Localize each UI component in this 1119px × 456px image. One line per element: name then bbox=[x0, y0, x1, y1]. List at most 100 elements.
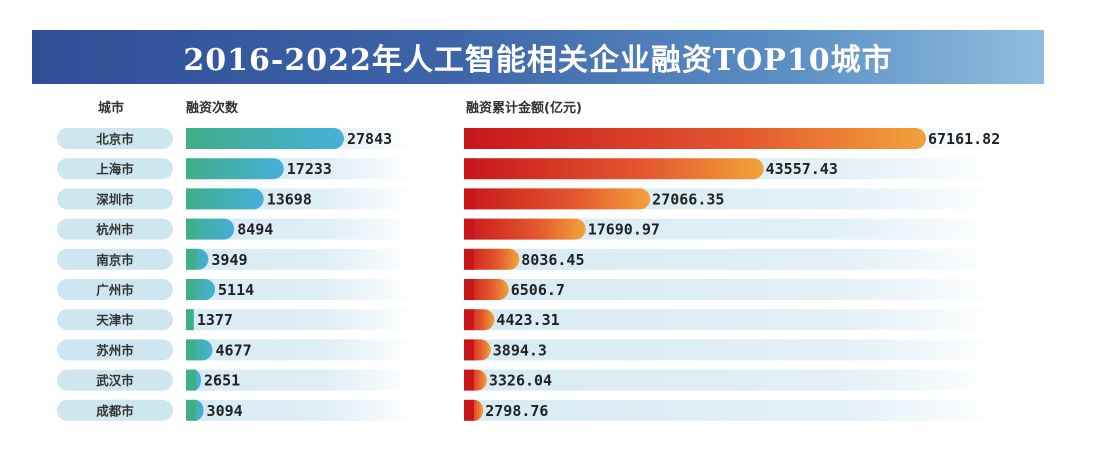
category-label: 北京市 bbox=[96, 132, 134, 147]
count-track bbox=[186, 399, 416, 421]
amount-bar-edge bbox=[464, 339, 474, 361]
amount-track bbox=[464, 369, 1004, 391]
amount-bar-edge bbox=[464, 369, 474, 391]
chart-row: 广州市 5114 6506.7 bbox=[57, 279, 1004, 300]
city-pill bbox=[57, 128, 173, 149]
chart-row: 深圳市 13698 27066.35 bbox=[57, 188, 1004, 210]
amount-bar bbox=[464, 279, 509, 300]
chart-row: 北京市 27843 67161.82 bbox=[57, 128, 1004, 149]
amount-value-label: 2798.76 bbox=[485, 402, 548, 420]
category-label: 天津市 bbox=[96, 313, 134, 328]
count-value-label: 4677 bbox=[216, 341, 252, 359]
count-bar bbox=[186, 218, 235, 240]
count-value-label: 5114 bbox=[218, 281, 254, 299]
count-track bbox=[186, 369, 416, 391]
city-pill bbox=[57, 188, 173, 210]
category-label: 广州市 bbox=[96, 283, 134, 298]
count-bar bbox=[186, 158, 284, 180]
chart-row: 南京市 3949 8036.45 bbox=[57, 248, 1004, 270]
header-amount: 融资累计金额(亿元) bbox=[466, 101, 582, 116]
amount-value-label: 67161.82 bbox=[928, 130, 1000, 148]
count-bar-edge bbox=[186, 158, 196, 180]
amount-track bbox=[464, 248, 1004, 270]
chart-row: 杭州市 8494 17690.97 bbox=[57, 218, 1004, 240]
category-label: 武汉市 bbox=[96, 373, 134, 388]
city-pill bbox=[57, 248, 173, 270]
city-pill bbox=[57, 218, 173, 240]
amount-bar-edge bbox=[464, 188, 474, 210]
amount-bar-edge bbox=[464, 279, 474, 300]
count-bar-edge bbox=[186, 128, 196, 149]
amount-track bbox=[464, 218, 1004, 240]
count-bar-edge bbox=[186, 309, 194, 331]
amount-bar-edge bbox=[464, 218, 474, 240]
count-bar bbox=[186, 188, 264, 210]
city-pill bbox=[57, 339, 173, 361]
count-bar-edge bbox=[186, 218, 196, 240]
city-pill bbox=[57, 279, 173, 300]
amount-bar-edge bbox=[464, 128, 474, 149]
city-pill bbox=[57, 399, 173, 421]
chart-title: 2016-2022年人工智能相关企业融资TOP10城市 bbox=[183, 43, 893, 78]
category-label: 深圳市 bbox=[96, 192, 134, 207]
amount-value-label: 17690.97 bbox=[588, 221, 660, 239]
category-label: 杭州市 bbox=[96, 222, 134, 237]
header-count: 融资次数 bbox=[186, 101, 239, 116]
header-city: 城市 bbox=[98, 101, 125, 116]
count-track bbox=[186, 279, 416, 300]
amount-value-label: 4423.31 bbox=[496, 311, 559, 329]
count-value-label: 2651 bbox=[204, 372, 240, 390]
count-bar-edge bbox=[186, 248, 196, 270]
city-pill bbox=[57, 158, 173, 180]
amount-bar-edge bbox=[464, 399, 474, 421]
city-pill bbox=[57, 309, 173, 331]
amount-track bbox=[464, 279, 1004, 300]
chart-row: 天津市 1377 4423.31 bbox=[57, 309, 1004, 331]
count-value-label: 27843 bbox=[347, 130, 392, 148]
amount-track bbox=[464, 339, 1004, 361]
count-bar bbox=[186, 128, 344, 149]
count-track bbox=[186, 339, 416, 361]
count-value-label: 3949 bbox=[211, 251, 247, 269]
amount-bar bbox=[464, 158, 764, 180]
amount-bar bbox=[464, 248, 520, 270]
amount-value-label: 27066.35 bbox=[652, 190, 724, 208]
chart-row: 武汉市 2651 3326.04 bbox=[57, 369, 1004, 391]
amount-bar bbox=[464, 128, 926, 149]
amount-bar bbox=[464, 188, 651, 210]
amount-bar bbox=[464, 218, 586, 240]
chart-row: 苏州市 4677 3894.3 bbox=[57, 339, 1004, 361]
amount-value-label: 8036.45 bbox=[521, 251, 584, 269]
count-bar-edge bbox=[186, 399, 196, 421]
chart-row: 上海市 17233 43557.43 bbox=[57, 158, 1004, 180]
category-label: 上海市 bbox=[96, 162, 134, 177]
count-track bbox=[186, 309, 416, 331]
amount-value-label: 43557.43 bbox=[766, 160, 838, 178]
category-label: 苏州市 bbox=[96, 343, 134, 358]
amount-bar-edge bbox=[464, 309, 474, 331]
count-value-label: 8494 bbox=[237, 221, 273, 239]
city-pill bbox=[57, 369, 173, 391]
count-bar-edge bbox=[186, 188, 196, 210]
count-value-label: 17233 bbox=[287, 160, 332, 178]
category-label: 成都市 bbox=[96, 403, 134, 418]
count-track bbox=[186, 248, 416, 270]
count-bar-edge bbox=[186, 339, 196, 361]
category-label: 南京市 bbox=[96, 252, 134, 267]
amount-value-label: 3894.3 bbox=[493, 341, 547, 359]
count-value-label: 1377 bbox=[197, 311, 233, 329]
count-bar-edge bbox=[186, 279, 196, 300]
chart-title-bar: 2016-2022年人工智能相关企业融资TOP10城市 bbox=[32, 30, 1044, 84]
amount-track bbox=[464, 309, 1004, 331]
amount-bar-edge bbox=[464, 248, 474, 270]
count-value-label: 13698 bbox=[267, 190, 312, 208]
count-bar-edge bbox=[186, 369, 196, 391]
count-value-label: 3094 bbox=[207, 402, 243, 420]
amount-value-label: 3326.04 bbox=[489, 372, 552, 390]
amount-bar-edge bbox=[464, 158, 474, 180]
chart-row: 成都市 3094 2798.76 bbox=[57, 399, 1004, 421]
amount-track bbox=[464, 399, 1004, 421]
amount-value-label: 6506.7 bbox=[511, 281, 565, 299]
count-track bbox=[186, 218, 416, 240]
